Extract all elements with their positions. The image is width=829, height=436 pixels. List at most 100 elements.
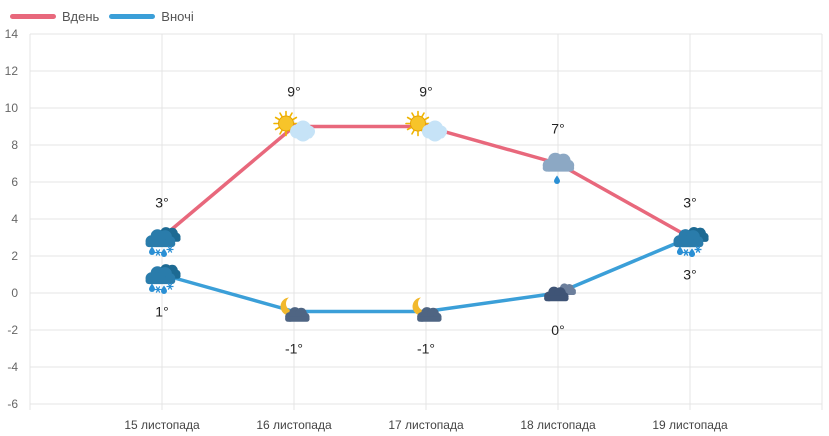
cloud-part	[426, 131, 445, 139]
cloud	[145, 266, 176, 285]
snowflake	[166, 283, 174, 290]
sun-ray	[411, 129, 415, 135]
y-tick-label: -2	[7, 323, 18, 337]
cloud	[422, 120, 447, 142]
data-label: 1°	[155, 304, 168, 320]
data-label: 9°	[419, 84, 432, 100]
cloud-part	[544, 295, 569, 302]
legend-label-day: Вдень	[62, 8, 100, 24]
y-axis: 14 12 10 8 6 4 2 0 -2 -4 -6	[5, 27, 19, 411]
sun-disc	[278, 115, 294, 132]
cloud-part	[542, 164, 575, 172]
cloud-part	[417, 316, 442, 322]
raindrop	[161, 285, 167, 294]
sun-ray	[289, 112, 293, 118]
snowflake	[682, 249, 690, 256]
sun-ray	[411, 112, 415, 118]
snowflake	[154, 286, 162, 293]
sun-ray	[274, 116, 280, 121]
cloud	[145, 229, 176, 248]
data-label: -1°	[285, 341, 303, 357]
sun-ray	[279, 129, 283, 135]
y-tick-label: 4	[11, 212, 18, 226]
heavy-rain-snow-icon	[145, 227, 181, 257]
moon	[412, 297, 430, 316]
snowflake-arm	[683, 249, 689, 256]
sun-ray	[279, 112, 283, 118]
y-tick-label: 2	[11, 249, 18, 263]
moon-cloud-icon	[280, 297, 310, 322]
sun-ray	[292, 116, 298, 121]
raindrop	[149, 283, 155, 292]
sun-ray	[421, 112, 425, 118]
x-axis: 15 листопада 16 листопада 17 листопада 18 л…	[124, 418, 728, 432]
y-tick-label: 0	[11, 286, 18, 300]
chart-legend: Вдень Вночі	[0, 6, 194, 26]
raindrop	[161, 248, 167, 257]
cloud	[290, 120, 315, 142]
dark-clouds-icon	[544, 283, 576, 302]
y-tick-label: -6	[7, 397, 18, 411]
x-tick-label: 19 листопада	[652, 418, 728, 432]
snowflake-arm	[167, 283, 173, 290]
snowflake	[694, 246, 702, 253]
sun-disc	[410, 115, 426, 132]
data-label: 7°	[551, 121, 564, 137]
x-tick-label: 16 листопада	[256, 418, 332, 432]
sun-cloud-icon	[405, 110, 447, 142]
sun-ray	[406, 116, 412, 121]
legend-item-day[interactable]: Вдень	[10, 9, 99, 24]
cloud	[542, 152, 575, 172]
y-tick-label: 10	[5, 101, 19, 115]
sun-ray	[424, 116, 430, 121]
legend-swatch-day	[10, 13, 56, 19]
cloud	[417, 307, 442, 322]
x-tick-label: 18 листопада	[520, 418, 596, 432]
sun-ray	[406, 126, 412, 131]
data-label: 3°	[683, 267, 696, 283]
sun-cloud-icon	[273, 110, 315, 142]
series-day: 3° 9° 9° 7° 3°	[145, 84, 709, 257]
moon	[280, 297, 298, 316]
y-tick-label: 6	[11, 175, 18, 189]
raindrop	[149, 246, 155, 255]
y-tick-label: 8	[11, 138, 18, 152]
cloud	[673, 229, 704, 248]
raindrop	[554, 175, 560, 184]
cloud	[544, 286, 569, 302]
moon-cloud-icon	[412, 297, 442, 322]
sun	[273, 110, 299, 137]
raindrop	[689, 248, 695, 257]
heavy-rain-snow-icon	[673, 227, 709, 257]
y-tick-label: 14	[5, 27, 19, 41]
sun-ray	[274, 126, 280, 131]
snowflake-arm	[695, 246, 701, 253]
data-label: -1°	[417, 341, 435, 357]
y-tick-label: 12	[5, 64, 19, 78]
series-night: 1° -1° -1° 0° 3°	[145, 227, 709, 357]
data-label: 3°	[155, 195, 168, 211]
data-label: 9°	[287, 84, 300, 100]
cloud-part	[673, 240, 704, 248]
data-label: 3°	[683, 195, 696, 211]
cloud-part	[145, 277, 176, 285]
legend-label-night: Вночі	[161, 8, 194, 24]
heavy-rain-snow-icon	[145, 264, 181, 294]
snowflake-arm	[167, 246, 173, 253]
y-tick-label: -4	[7, 360, 18, 374]
snowflake-arm	[155, 286, 161, 293]
data-label: 0°	[551, 322, 564, 338]
snowflake	[154, 249, 162, 256]
raindrop	[677, 246, 683, 255]
cloud-rain-icon	[542, 152, 575, 184]
legend-item-night[interactable]: Вночі	[109, 8, 194, 24]
legend-swatch-night	[109, 13, 156, 19]
cloud-part	[145, 240, 176, 248]
cloud-part	[285, 316, 310, 322]
x-tick-label: 17 листопада	[388, 418, 464, 432]
x-tick-label: 15 листопада	[124, 418, 200, 432]
cloud	[285, 307, 310, 322]
cloud-part	[294, 131, 313, 139]
snowflake	[166, 246, 174, 253]
